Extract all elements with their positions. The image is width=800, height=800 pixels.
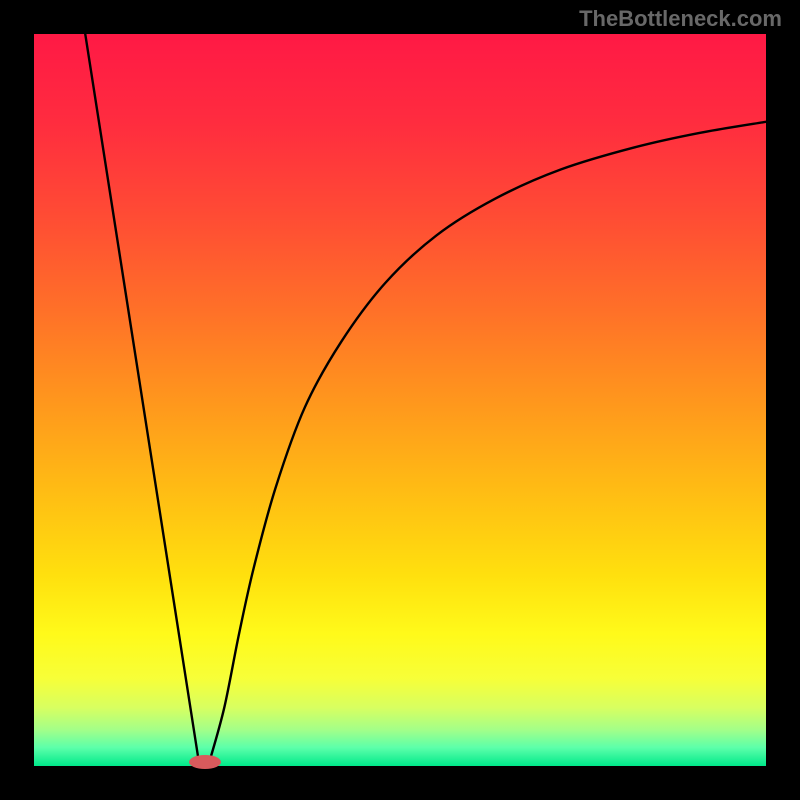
minimum-marker — [187, 753, 223, 771]
curve-overlay — [34, 34, 766, 766]
watermark-text: TheBottleneck.com — [579, 6, 782, 32]
chart-container: TheBottleneck.com — [0, 0, 800, 800]
plot-area — [34, 34, 766, 766]
